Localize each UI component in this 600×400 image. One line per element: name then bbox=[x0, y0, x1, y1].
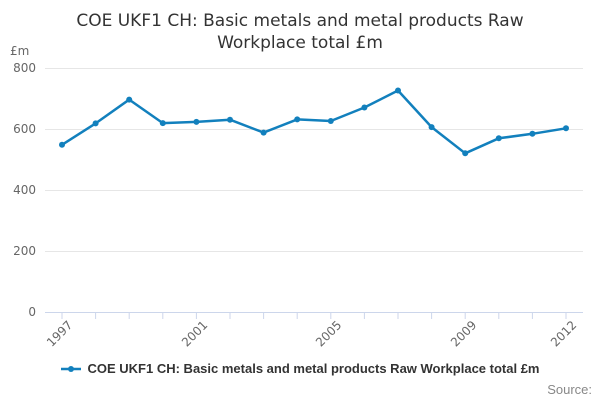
data-point-2004[interactable] bbox=[294, 116, 301, 123]
data-point-2012[interactable] bbox=[563, 125, 569, 132]
data-point-2007[interactable] bbox=[395, 87, 401, 94]
y-tick-label-0: 0 bbox=[28, 305, 36, 319]
data-point-1998[interactable] bbox=[92, 120, 99, 127]
series-line bbox=[60, 89, 568, 155]
legend-line-marker-icon bbox=[60, 365, 81, 372]
data-point-1999[interactable] bbox=[126, 96, 133, 103]
data-point-2011[interactable] bbox=[529, 130, 536, 137]
data-point-2003[interactable] bbox=[260, 129, 267, 136]
data-point-2010[interactable] bbox=[495, 135, 502, 142]
data-point-2006[interactable] bbox=[361, 104, 368, 111]
y-axis-unit-label: £m bbox=[10, 44, 30, 58]
y-tick-label-800: 800 bbox=[13, 61, 36, 75]
data-point-2001[interactable] bbox=[193, 118, 200, 125]
data-point-1997[interactable] bbox=[59, 141, 65, 148]
data-point-2002[interactable] bbox=[227, 116, 233, 123]
legend-label: COE UKF1 CH: Basic metals and metal prod… bbox=[87, 361, 540, 376]
data-point-2005[interactable] bbox=[327, 118, 334, 124]
y-tick-label-200: 200 bbox=[13, 244, 36, 258]
data-point-2008[interactable] bbox=[428, 124, 435, 131]
y-tick-label-400: 400 bbox=[13, 183, 36, 197]
source-label: Source: bbox=[547, 382, 592, 397]
chart-title: COE UKF1 CH: Basic metals and metal prod… bbox=[76, 11, 524, 54]
legend-item[interactable]: COE UKF1 CH: Basic metals and metal prod… bbox=[0, 361, 600, 376]
y-tick-label-600: 600 bbox=[13, 122, 36, 136]
data-point-2000[interactable] bbox=[159, 120, 166, 127]
data-point-2009[interactable] bbox=[462, 150, 469, 157]
